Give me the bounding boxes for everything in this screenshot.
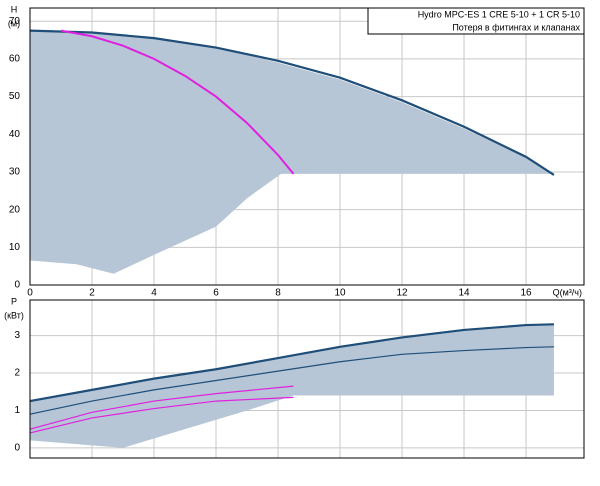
x-tick-label: 16 [520, 288, 532, 299]
legend-box [367, 7, 585, 35]
curve [29, 323, 554, 403]
x-tick-label: 2 [89, 288, 95, 299]
curve [29, 346, 554, 415]
y-axis-label: (м) [8, 18, 20, 28]
legend-text: Потеря в фитингах и клапанах [452, 22, 580, 32]
x-tick-label: 8 [275, 288, 281, 299]
x-tick-label: 10 [334, 288, 346, 299]
y-tick-label: 3 [14, 330, 20, 341]
y-tick-label: 10 [9, 242, 21, 253]
x-tick-label: 6 [213, 288, 219, 299]
plot-frame [29, 7, 585, 286]
y-axis-label: P [11, 296, 17, 306]
y-axis-label: H [11, 4, 18, 14]
y-tick-label: 1 [14, 405, 20, 416]
legend-text: Hydro MPC-ES 1 CRE 5-10 + 1 CR 5-10 [418, 9, 580, 19]
y-tick-label: 0 [14, 443, 20, 454]
y-tick-label: 20 [9, 204, 21, 215]
x-tick-label: 12 [396, 288, 408, 299]
y-tick-label: 70 [9, 16, 21, 27]
x-tick-label: 14 [458, 288, 470, 299]
y-tick-label: 30 [9, 167, 21, 178]
curve [29, 396, 294, 434]
x-tick-label: 4 [151, 288, 157, 299]
x-tick-label: 0 [27, 288, 33, 299]
y-tick-label: 40 [9, 129, 21, 140]
y-tick-label: 50 [9, 91, 21, 102]
area [30, 30, 554, 274]
plot-frame [29, 299, 585, 459]
y-tick-label: 2 [14, 368, 20, 379]
curve [60, 29, 295, 175]
curve [29, 385, 294, 430]
y-tick-label: 60 [9, 54, 21, 65]
curve [29, 29, 555, 176]
x-axis-label: Q(м³/ч) [553, 287, 582, 297]
y-axis-label: (кВт) [4, 310, 24, 320]
y-tick-label: 0 [14, 280, 20, 291]
